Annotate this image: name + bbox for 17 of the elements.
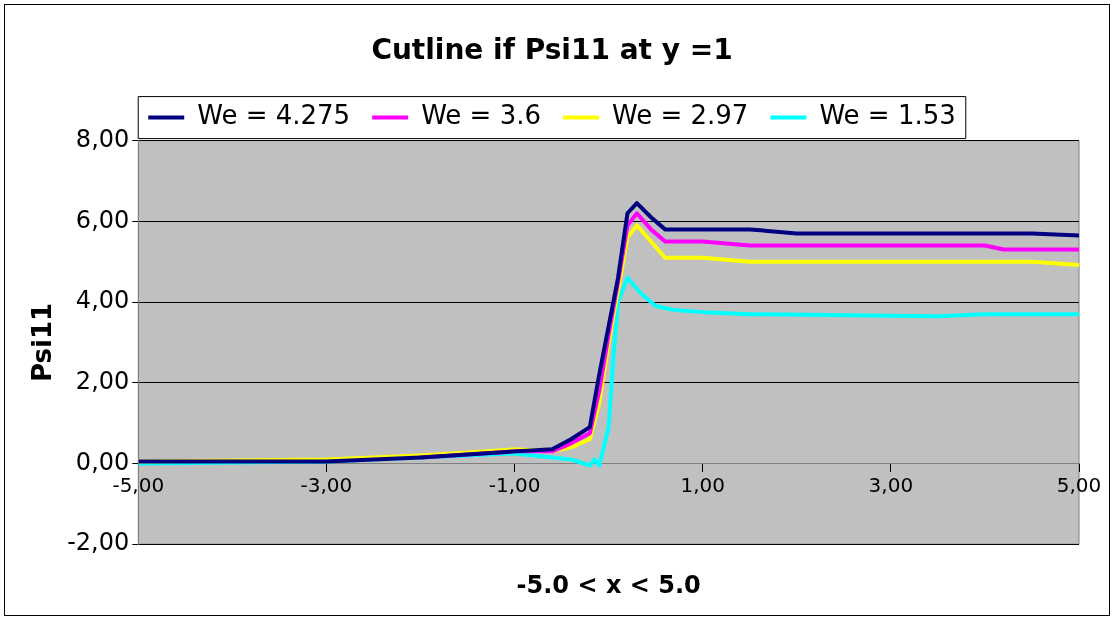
x-axis-title: -5.0 < x < 5.0 — [516, 570, 701, 599]
y-tick-label: 6,00 — [75, 205, 130, 234]
y-axis-title: Psi11 — [27, 302, 58, 382]
y-tick-label: 8,00 — [75, 124, 130, 153]
chart-title: Cutline if Psi11 at y =1 — [371, 33, 733, 67]
x-tick-label: 5,00 — [1056, 472, 1102, 497]
y-tick-label: -2,00 — [67, 528, 130, 557]
x-tick-label: 1,00 — [680, 472, 725, 497]
legend-label: We = 2.97 — [612, 100, 749, 131]
legend-label: We = 3.6 — [421, 100, 541, 131]
legend-label: We = 1.53 — [819, 100, 956, 131]
legend-label: We = 4.275 — [197, 100, 351, 131]
y-tick-label: 2,00 — [75, 366, 130, 395]
x-tick-label: -3,00 — [300, 472, 353, 497]
x-tick-label: 3,00 — [868, 472, 914, 497]
y-tick-label: 4,00 — [75, 286, 130, 315]
x-tick-label: -1,00 — [488, 472, 541, 497]
